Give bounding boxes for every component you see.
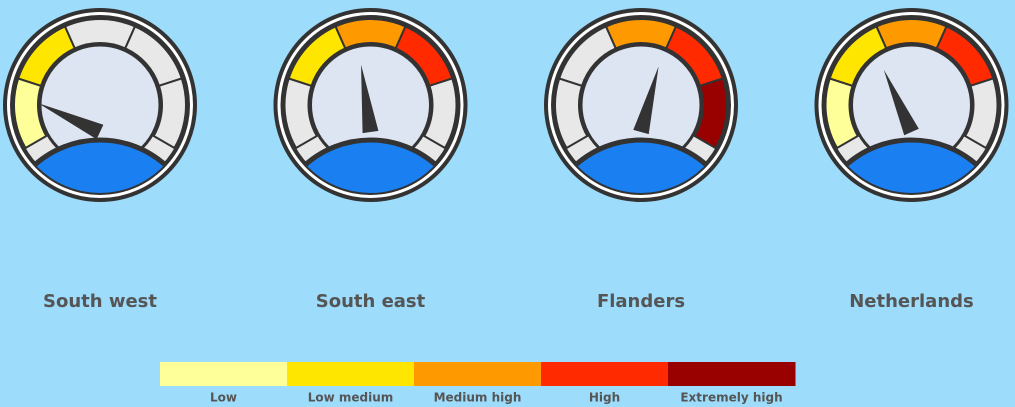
legend-swatch	[287, 362, 415, 386]
gauge-needle	[633, 66, 659, 135]
legend-label: Medium high	[434, 391, 522, 405]
legend-swatch	[414, 362, 542, 386]
gauge-label: Flanders	[597, 291, 685, 312]
gauge-label: South west	[43, 291, 157, 312]
gauge-needle	[361, 64, 379, 134]
legend-swatch	[541, 362, 669, 386]
legend-label: Extremely high	[680, 391, 782, 405]
gauge-needle	[883, 69, 919, 136]
gauge-segment	[152, 77, 187, 150]
gauge-label: South east	[316, 291, 426, 312]
legend-swatch	[668, 362, 796, 386]
legend-swatch	[160, 362, 288, 386]
legend-label: Low	[210, 391, 237, 405]
legend-label: High	[589, 391, 620, 405]
legend-label: Low medium	[308, 391, 394, 405]
gauge-segment	[693, 77, 728, 150]
gauge-segment	[422, 77, 458, 150]
gauge-segment	[963, 77, 999, 150]
gauge-needle	[38, 103, 104, 140]
gauge-label: Netherlands	[849, 291, 974, 312]
